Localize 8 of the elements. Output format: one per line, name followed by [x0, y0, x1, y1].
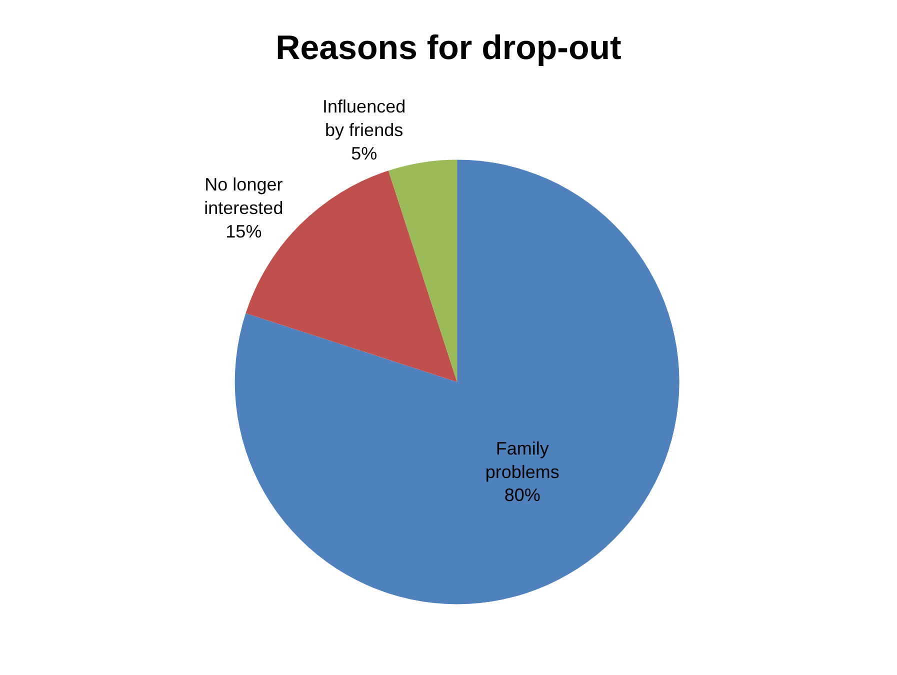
slice-label: Influenced by friends: [322, 96, 406, 140]
data-label: 15%: [226, 221, 262, 242]
chart-title: Reasons for drop-out: [276, 29, 622, 68]
data-label: 5%: [351, 143, 378, 164]
slice-label: Family problems: [485, 438, 560, 482]
pie-slice: [388, 160, 458, 382]
data-label: 80%: [504, 485, 540, 506]
slice-label: No longer interested: [204, 174, 284, 218]
